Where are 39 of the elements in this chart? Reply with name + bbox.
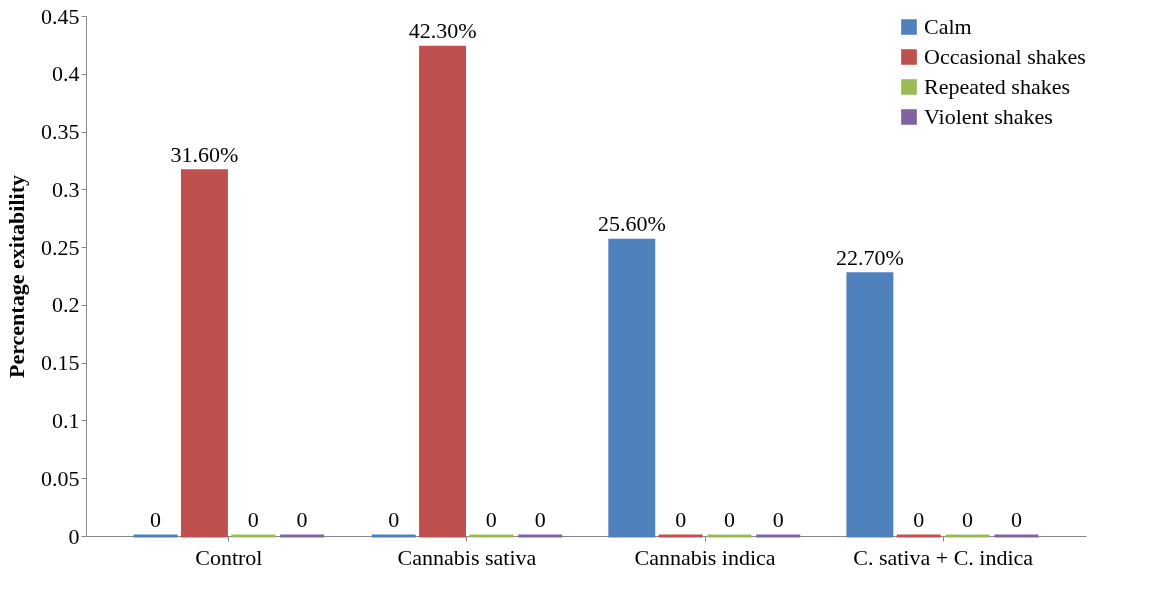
data-label: 0: [534, 507, 546, 532]
legend-label: Calm: [924, 14, 972, 39]
data-label: 22.70%: [835, 244, 904, 270]
data-label: 0: [1010, 507, 1022, 532]
data-label: 0: [296, 507, 308, 532]
data-label: 0: [485, 507, 497, 532]
y-tick-label: 0.05: [41, 465, 80, 491]
x-tick-label: Cannabis indica: [634, 544, 776, 570]
y-tick-label: 0.4: [52, 61, 80, 87]
y-tick-label: 0.25: [41, 234, 80, 260]
data-label: 0: [962, 507, 974, 532]
data-label: 25.60%: [597, 211, 666, 237]
data-label: 0: [772, 507, 784, 532]
y-tick-label: 0.15: [41, 350, 80, 376]
data-label: 0: [247, 507, 259, 532]
y-tick-label: 0: [68, 523, 80, 549]
y-tick-label: 0.35: [41, 119, 80, 145]
y-tick-label: 0.2: [52, 292, 80, 318]
legend-label: Violent shakes: [924, 104, 1053, 129]
y-tick-label: 0.1: [52, 407, 80, 433]
y-tick-label: 0.45: [41, 3, 80, 29]
data-label: 31.60%: [170, 141, 239, 167]
bar: [419, 45, 467, 538]
data-label: 0: [913, 507, 925, 532]
bar: [180, 169, 228, 538]
x-tick-label: C. sativa + C. indica: [853, 544, 1034, 570]
bar: [608, 238, 656, 538]
data-label: 0: [675, 507, 687, 532]
bar: [846, 272, 894, 538]
y-axis-title: Percentage exitability: [4, 174, 29, 379]
data-label: 0: [150, 507, 162, 532]
y-tick-label: 0.3: [52, 176, 80, 202]
data-label: 0: [388, 507, 400, 532]
legend-label: Occasional shakes: [924, 44, 1086, 69]
x-tick-label: Control: [195, 544, 263, 570]
x-tick-label: Cannabis sativa: [397, 544, 537, 570]
data-label: 0: [723, 507, 735, 532]
data-label: 42.30%: [408, 18, 477, 44]
legend-label: Repeated shakes: [924, 74, 1070, 99]
